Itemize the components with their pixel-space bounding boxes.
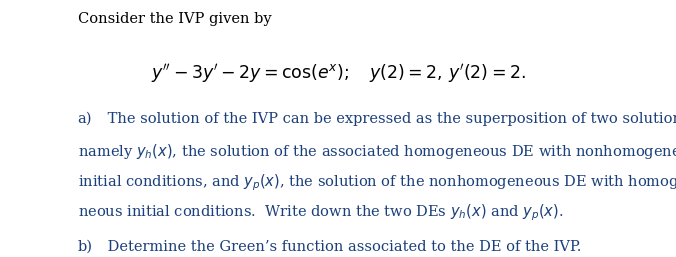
Text: Consider the IVP given by: Consider the IVP given by — [78, 12, 271, 25]
Text: initial conditions, and $y_p(x)$, the solution of the nonhomogeneous DE with hom: initial conditions, and $y_p(x)$, the so… — [78, 172, 676, 193]
Text: a): a) — [78, 112, 92, 126]
Text: namely $y_h(x)$, the solution of the associated homogeneous DE with nonhomogeneo: namely $y_h(x)$, the solution of the ass… — [78, 142, 676, 161]
Text: neous initial conditions.  Write down the two DEs $y_h(x)$ and $y_p(x)$.: neous initial conditions. Write down the… — [78, 203, 563, 223]
Text: $y'' - 3y' - 2y = \cos(e^x);\quad y(2) = 2,\, y'(2) = 2.$: $y'' - 3y' - 2y = \cos(e^x);\quad y(2) =… — [151, 62, 525, 85]
Text: b): b) — [78, 240, 93, 253]
Text: The solution of the IVP can be expressed as the superposition of two solutions,: The solution of the IVP can be expressed… — [103, 112, 676, 126]
Text: Determine the Green’s function associated to the DE of the IVP.: Determine the Green’s function associate… — [103, 240, 582, 253]
